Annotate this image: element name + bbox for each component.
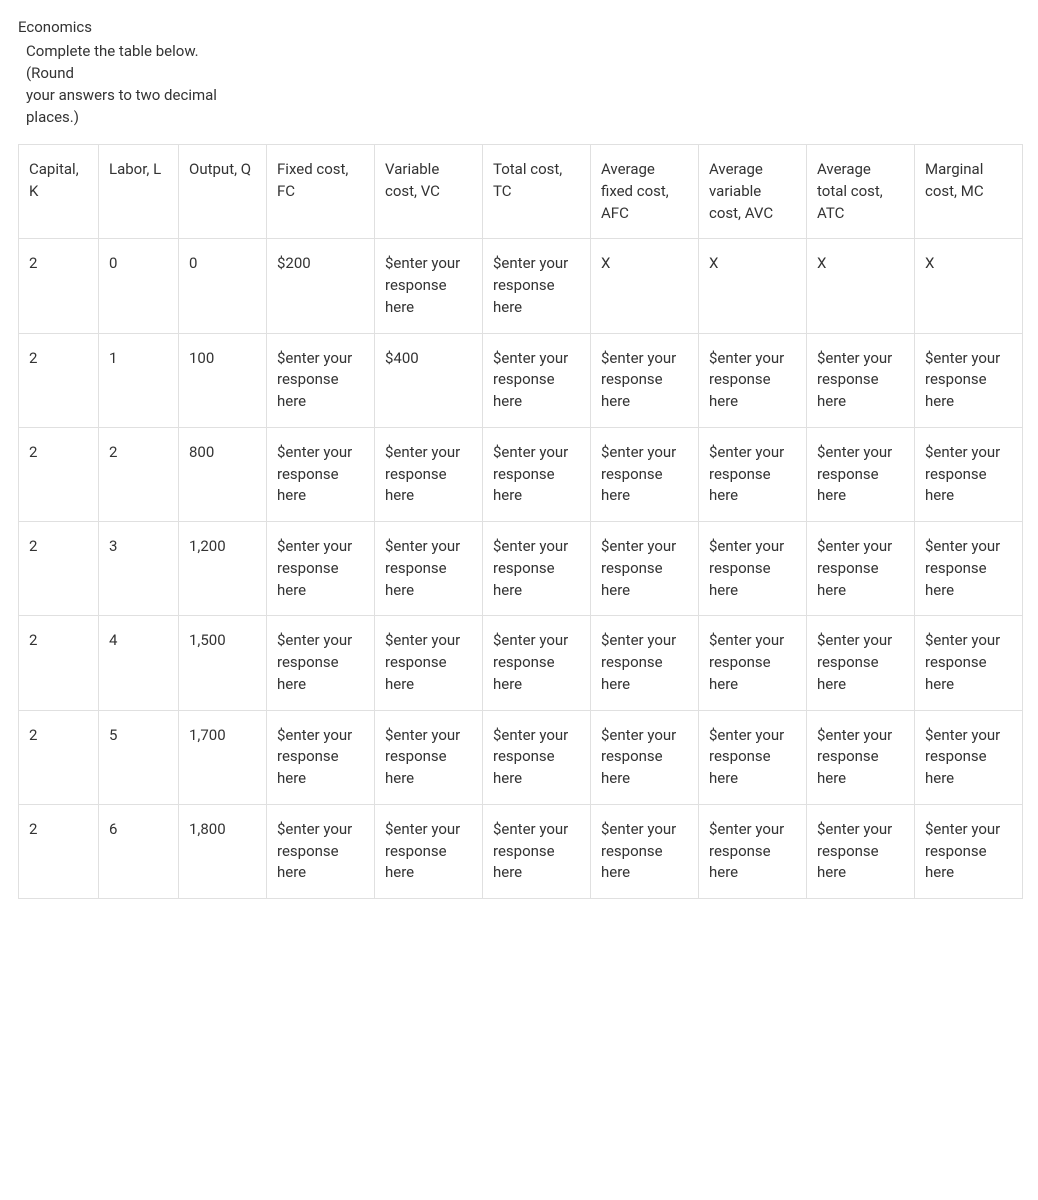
response-cell[interactable]: $enter your response here	[591, 522, 699, 616]
table-row: 200$200$enter your response here$enter y…	[19, 239, 1023, 333]
value-cell: 2	[19, 427, 99, 521]
response-cell[interactable]: $enter your response here	[699, 616, 807, 710]
value-cell: 6	[99, 804, 179, 898]
response-cell[interactable]: $enter your response here	[267, 427, 375, 521]
value-cell: X	[591, 239, 699, 333]
value-cell: 100	[179, 333, 267, 427]
value-cell: X	[915, 239, 1023, 333]
column-header: Variable cost, VC	[375, 145, 483, 239]
response-cell[interactable]: $enter your response here	[807, 333, 915, 427]
response-cell[interactable]: $enter your response here	[591, 333, 699, 427]
value-cell: 1	[99, 333, 179, 427]
table-header-row: Capital, KLabor, LOutput, QFixed cost, F…	[19, 145, 1023, 239]
instruction-line-0: Complete the table below.	[26, 42, 1020, 60]
response-cell[interactable]: $enter your response here	[483, 616, 591, 710]
response-cell[interactable]: $enter your response here	[915, 427, 1023, 521]
response-cell[interactable]: $enter your response here	[807, 710, 915, 804]
value-cell: X	[807, 239, 915, 333]
value-cell: X	[699, 239, 807, 333]
response-cell[interactable]: $enter your response here	[267, 616, 375, 710]
response-cell[interactable]: $enter your response here	[375, 710, 483, 804]
value-cell: 1,200	[179, 522, 267, 616]
column-header: Total cost, TC	[483, 145, 591, 239]
instruction-line-3: places.)	[26, 108, 1020, 126]
response-cell[interactable]: $enter your response here	[699, 427, 807, 521]
response-cell[interactable]: $enter your response here	[375, 616, 483, 710]
value-cell: 2	[19, 804, 99, 898]
value-cell: 2	[19, 710, 99, 804]
column-header: Average variable cost, AVC	[699, 145, 807, 239]
response-cell[interactable]: $enter your response here	[483, 333, 591, 427]
subject-label: Economics	[18, 18, 1020, 36]
column-header: Average total cost, ATC	[807, 145, 915, 239]
table-row: 231,200$enter your response here$enter y…	[19, 522, 1023, 616]
response-cell[interactable]: $enter your response here	[375, 239, 483, 333]
value-cell: 2	[99, 427, 179, 521]
column-header: Fixed cost, FC	[267, 145, 375, 239]
response-cell[interactable]: $enter your response here	[267, 522, 375, 616]
response-cell[interactable]: $enter your response here	[915, 522, 1023, 616]
cost-table: Capital, KLabor, LOutput, QFixed cost, F…	[18, 144, 1023, 899]
response-cell[interactable]: $enter your response here	[699, 804, 807, 898]
response-cell[interactable]: $enter your response here	[375, 522, 483, 616]
response-cell[interactable]: $enter your response here	[807, 616, 915, 710]
table-row: 261,800$enter your response here$enter y…	[19, 804, 1023, 898]
response-cell[interactable]: $enter your response here	[375, 427, 483, 521]
value-cell: $400	[375, 333, 483, 427]
value-cell: 5	[99, 710, 179, 804]
response-cell[interactable]: $enter your response here	[591, 804, 699, 898]
response-cell[interactable]: $enter your response here	[267, 710, 375, 804]
table-row: 22800$enter your response here$enter you…	[19, 427, 1023, 521]
value-cell: 2	[19, 616, 99, 710]
table-row: 241,500$enter your response here$enter y…	[19, 616, 1023, 710]
column-header: Marginal cost, MC	[915, 145, 1023, 239]
value-cell: 2	[19, 239, 99, 333]
response-cell[interactable]: $enter your response here	[591, 616, 699, 710]
column-header: Average fixed cost, AFC	[591, 145, 699, 239]
response-cell[interactable]: $enter your response here	[483, 804, 591, 898]
response-cell[interactable]: $enter your response here	[699, 710, 807, 804]
value-cell: 1,500	[179, 616, 267, 710]
value-cell: 1,700	[179, 710, 267, 804]
value-cell: $200	[267, 239, 375, 333]
value-cell: 2	[19, 333, 99, 427]
table-row: 21100$enter your response here$400$enter…	[19, 333, 1023, 427]
value-cell: 0	[179, 239, 267, 333]
value-cell: 0	[99, 239, 179, 333]
response-cell[interactable]: $enter your response here	[807, 522, 915, 616]
response-cell[interactable]: $enter your response here	[915, 333, 1023, 427]
response-cell[interactable]: $enter your response here	[375, 804, 483, 898]
response-cell[interactable]: $enter your response here	[483, 710, 591, 804]
response-cell[interactable]: $enter your response here	[699, 522, 807, 616]
response-cell[interactable]: $enter your response here	[699, 333, 807, 427]
value-cell: 4	[99, 616, 179, 710]
value-cell: 2	[19, 522, 99, 616]
response-cell[interactable]: $enter your response here	[807, 427, 915, 521]
response-cell[interactable]: $enter your response here	[591, 427, 699, 521]
value-cell: 3	[99, 522, 179, 616]
response-cell[interactable]: $enter your response here	[267, 804, 375, 898]
column-header: Capital, K	[19, 145, 99, 239]
instruction-line-2: your answers to two decimal	[26, 86, 1020, 104]
response-cell[interactable]: $enter your response here	[915, 804, 1023, 898]
response-cell[interactable]: $enter your response here	[483, 522, 591, 616]
response-cell[interactable]: $enter your response here	[591, 710, 699, 804]
response-cell[interactable]: $enter your response here	[807, 804, 915, 898]
value-cell: 800	[179, 427, 267, 521]
response-cell[interactable]: $enter your response here	[267, 333, 375, 427]
instruction-line-1: (Round	[26, 64, 1020, 82]
value-cell: 1,800	[179, 804, 267, 898]
column-header: Labor, L	[99, 145, 179, 239]
response-cell[interactable]: $enter your response here	[915, 710, 1023, 804]
response-cell[interactable]: $enter your response here	[483, 427, 591, 521]
table-row: 251,700$enter your response here$enter y…	[19, 710, 1023, 804]
response-cell[interactable]: $enter your response here	[483, 239, 591, 333]
column-header: Output, Q	[179, 145, 267, 239]
response-cell[interactable]: $enter your response here	[915, 616, 1023, 710]
